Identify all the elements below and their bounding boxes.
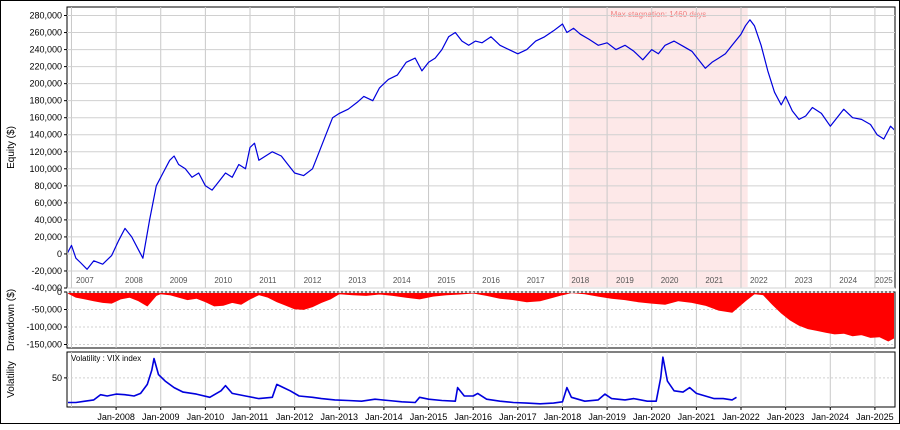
year-label: 2020 [661, 276, 679, 285]
year-label: 2009 [170, 276, 188, 285]
x-tick-label: Jan-2017 [499, 412, 537, 422]
stagnation-band [569, 8, 748, 287]
equity-line [68, 19, 894, 270]
y-axis-label: Volatility [6, 361, 17, 398]
drawdown-area [68, 293, 894, 342]
x-tick-label: Jan-2010 [187, 412, 225, 422]
y-tick-label: 280,000 [29, 11, 62, 21]
x-tick-label: Jan-2024 [812, 412, 850, 422]
y-tick-label: -50,000 [31, 305, 62, 315]
x-tick-label: Jan-2025 [856, 412, 894, 422]
year-label: 2019 [616, 276, 634, 285]
year-label: 2011 [259, 276, 277, 285]
y-tick-label: 200,000 [29, 79, 62, 89]
y-tick-label: 180,000 [29, 96, 62, 106]
y-tick-label: 240,000 [29, 45, 62, 55]
y-tick-label: 0 [57, 287, 62, 297]
y-tick-label: 50 [52, 373, 62, 383]
y-tick-label: 260,000 [29, 28, 62, 38]
year-label: 2015 [438, 276, 456, 285]
y-tick-label: -150,000 [26, 340, 62, 350]
year-label: 2023 [795, 276, 813, 285]
x-tick-label: Jan-2022 [722, 412, 760, 422]
y-tick-label: 60,000 [34, 198, 62, 208]
year-label: 2014 [393, 276, 411, 285]
y-tick-label: 80,000 [34, 181, 62, 191]
year-label: 2010 [214, 276, 232, 285]
year-label: 2008 [125, 276, 143, 285]
volatility-panel: 50 Volatility Volatility : VIX index Jan-20… [6, 351, 896, 422]
y-tick-label: -40,000 [31, 283, 62, 293]
x-tick-label: Jan-2021 [678, 412, 716, 422]
year-label: 2018 [571, 276, 589, 285]
y-tick-label: 220,000 [29, 62, 62, 72]
stagnation-label: Max stagnation: 1460 days [611, 10, 707, 19]
x-tick-label: Jan-2015 [410, 412, 448, 422]
y-tick-label: 140,000 [29, 130, 62, 140]
y-tick-label: 0 [57, 249, 62, 259]
year-label: 2012 [304, 276, 322, 285]
drawdown-panel: 0 -50,000 -100,000 -150,000 Drawdown ($) [6, 287, 896, 351]
year-label: 2013 [348, 276, 366, 285]
x-tick-label: Jan-2009 [142, 412, 180, 422]
x-tick-label: Jan-2020 [633, 412, 671, 422]
year-label: 2017 [527, 276, 545, 285]
y-tick-label: 160,000 [29, 113, 62, 123]
volatility-line [68, 356, 737, 405]
y-axis-label: Drawdown ($) [6, 289, 17, 351]
panel-title: Volatility : VIX index [71, 354, 141, 363]
x-tick-label: Jan-2019 [588, 412, 626, 422]
y-tick-label: 20,000 [34, 232, 62, 242]
plot-area [66, 351, 896, 408]
year-label: 2016 [482, 276, 500, 285]
year-label: 2025 [875, 276, 893, 285]
x-tick-label: Jan-2016 [454, 412, 492, 422]
x-tick-label: Jan-2013 [321, 412, 359, 422]
y-tick-label: 100,000 [29, 164, 62, 174]
x-tick-label: Jan-2011 [232, 412, 269, 422]
year-label: 2021 [705, 276, 723, 285]
y-axis-label: Equity ($) [6, 126, 17, 169]
year-label: 2022 [750, 276, 768, 285]
x-tick-label: Jan-2018 [544, 412, 582, 422]
x-tick-label: Jan-2014 [365, 412, 403, 422]
x-tick-label: Jan-2008 [97, 412, 135, 422]
y-tick-label: -20,000 [31, 266, 62, 276]
equity-panel: Max stagnation: 1460 days 280,000 260,000 2… [6, 6, 896, 293]
year-label: 2007 [76, 276, 94, 285]
y-tick-label: 120,000 [29, 147, 62, 157]
x-tick-label: Jan-2023 [767, 412, 805, 422]
x-tick-label: Jan-2012 [276, 412, 314, 422]
y-tick-label: -100,000 [26, 322, 62, 332]
year-label: 2024 [839, 276, 857, 285]
y-tick-label: 40,000 [34, 215, 62, 225]
